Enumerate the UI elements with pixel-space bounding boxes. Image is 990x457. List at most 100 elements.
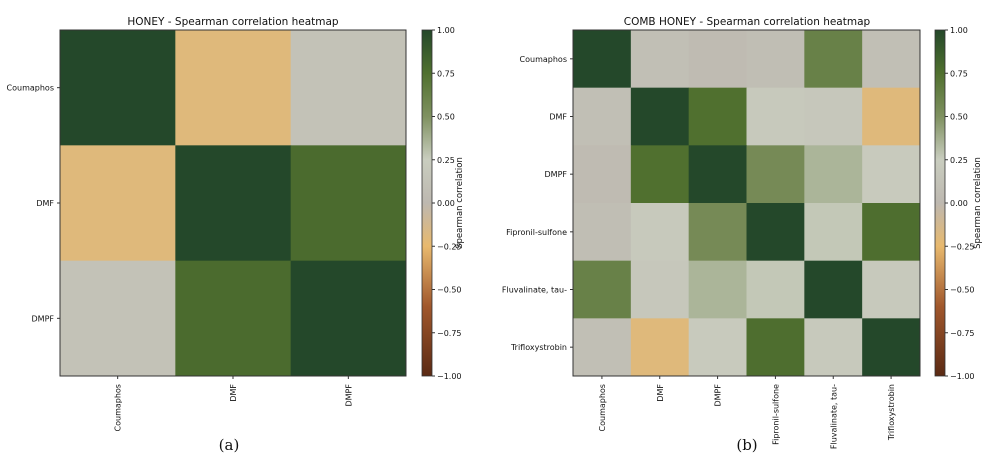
y-tick-label: Coumaphos (520, 55, 567, 64)
heatmap-cell (746, 145, 805, 204)
y-tick-labels-comb-honey: Coumaphos DMF DMPF Fipronil-sulfone Fluvalin… (502, 55, 573, 352)
chart-title-honey: HONEY - Spearman correlation heatmap (127, 16, 339, 28)
colorbar-tick-label: 0.75 (437, 69, 455, 78)
x-tick-label: DMPF (344, 384, 353, 407)
heatmap-cell (630, 260, 690, 319)
heatmap-comb-honey: COMB HONEY - Spearman correlation heatma… (502, 16, 983, 454)
x-tick-label: DMF (656, 384, 665, 402)
heatmap-cell (60, 260, 176, 377)
colorbar-tick-label: 0.75 (950, 69, 968, 78)
y-tick-label: DMF (36, 199, 54, 208)
heatmap-honey: HONEY - Spearman correlation heatmap Cou… (7, 16, 465, 454)
x-tick-label: Coumaphos (114, 384, 123, 431)
y-tick-label: Trifloxystrobin (510, 343, 567, 352)
heatmap-cell (746, 318, 805, 377)
y-tick-label: DMPF (545, 170, 568, 179)
heatmap-cell (804, 260, 863, 319)
heatmap-cell (573, 87, 632, 146)
heatmap-cell (688, 318, 747, 377)
heatmap-cell (630, 145, 690, 204)
heatmap-cell (60, 30, 176, 146)
x-tick-label: Fluvalinate, tau- (829, 384, 838, 449)
colorbar-tick-label: −0.75 (950, 329, 975, 338)
x-tick-label: Fipronil-sulfone (771, 384, 780, 445)
heatmap-cell (60, 145, 176, 262)
y-tick-labels-honey: Coumaphos DMF DMPF (7, 84, 60, 323)
heatmap-cell (573, 145, 632, 204)
colorbar-tick-label: 0.00 (950, 199, 968, 208)
colorbar-gradient (421, 29, 433, 377)
heatmap-cell (573, 318, 632, 377)
heatmap-cell (630, 203, 690, 262)
panel-label-a: (a) (219, 436, 240, 454)
colorbar-honey: 1.00 0.75 0.50 0.25 0.00 −0.25 −0.50 −0.75 −1.00… (421, 26, 465, 381)
colorbar-label: Spearman correlation (455, 157, 465, 249)
plot-frame-honey (59, 29, 407, 377)
plot-frame-comb-honey (572, 29, 921, 377)
heatmap-cell (290, 260, 407, 377)
heatmap-cell (804, 318, 863, 377)
heatmap-cell (862, 30, 921, 89)
colorbar-tick-label: −1.00 (437, 372, 462, 381)
heatmap-cell (862, 318, 921, 377)
heatmap-cells-comb-honey (573, 30, 921, 377)
heatmap-cell (688, 260, 747, 319)
colorbar-tick-label: −0.25 (437, 242, 462, 251)
colorbar-tick-label: 0.00 (437, 199, 455, 208)
heatmap-cell (688, 87, 747, 146)
colorbar-tick-label: −0.50 (437, 286, 462, 295)
colorbar-tick-label: 1.00 (950, 26, 968, 35)
x-tick-label: Trifloxystrobin (887, 384, 896, 441)
colorbar-tick-label: 0.25 (950, 156, 968, 165)
colorbar-tick-label: −0.25 (950, 242, 975, 251)
heatmap-cell (804, 203, 863, 262)
heatmap-cell (804, 145, 863, 204)
colorbar-tick-label: −0.50 (950, 286, 975, 295)
heatmap-cell (688, 145, 747, 204)
heatmap-cell (688, 203, 747, 262)
heatmap-cell (630, 30, 690, 89)
x-tick-label: Coumaphos (598, 384, 607, 431)
heatmap-cell (746, 260, 805, 319)
x-tick-labels-honey: Coumaphos DMF DMPF (114, 376, 353, 431)
heatmap-cell (290, 145, 407, 262)
heatmap-cell (862, 203, 921, 262)
colorbar-gradient (934, 29, 946, 377)
heatmap-cell (804, 30, 863, 89)
heatmap-cell (804, 87, 863, 146)
heatmap-cell (688, 30, 747, 89)
y-tick-label: DMPF (32, 314, 55, 323)
heatmap-cell (862, 145, 921, 204)
heatmap-cell (175, 30, 292, 146)
heatmap-cell (746, 30, 805, 89)
y-tick-label: Fipronil-sulfone (506, 228, 567, 237)
colorbar-tick-label: 0.50 (437, 113, 455, 122)
colorbar-tick-label: −1.00 (950, 372, 975, 381)
colorbar-tick-label: 1.00 (437, 26, 455, 35)
y-tick-label: DMF (549, 113, 567, 122)
y-tick-label: Fluvalinate, tau- (502, 286, 567, 295)
heatmap-cell (573, 203, 632, 262)
heatmap-cell (573, 30, 632, 89)
colorbar-tick-label: −0.75 (437, 329, 462, 338)
heatmap-cell (746, 203, 805, 262)
heatmap-cell (862, 87, 921, 146)
colorbar-comb-honey: 1.00 0.75 0.50 0.25 0.00 −0.25 −0.50 −0.75 −1.00… (934, 26, 983, 381)
heatmap-cell (630, 87, 690, 146)
heatmap-cell (175, 145, 292, 262)
heatmap-cell (290, 30, 407, 146)
colorbar-label: Spearman correlation (973, 157, 983, 249)
colorbar-tick-label: 0.50 (950, 113, 968, 122)
chart-title-comb-honey: COMB HONEY - Spearman correlation heatma… (624, 16, 871, 28)
y-tick-label: Coumaphos (7, 84, 54, 93)
heatmap-cell (175, 260, 292, 377)
heatmap-cell (746, 87, 805, 146)
x-tick-label: DMPF (714, 384, 723, 407)
heatmap-cells-honey (60, 30, 407, 377)
heatmap-cell (630, 318, 690, 377)
x-tick-label: DMF (229, 384, 238, 402)
colorbar-tick-label: 0.25 (437, 156, 455, 165)
heatmap-cell (573, 260, 632, 319)
heatmap-cell (862, 260, 921, 319)
